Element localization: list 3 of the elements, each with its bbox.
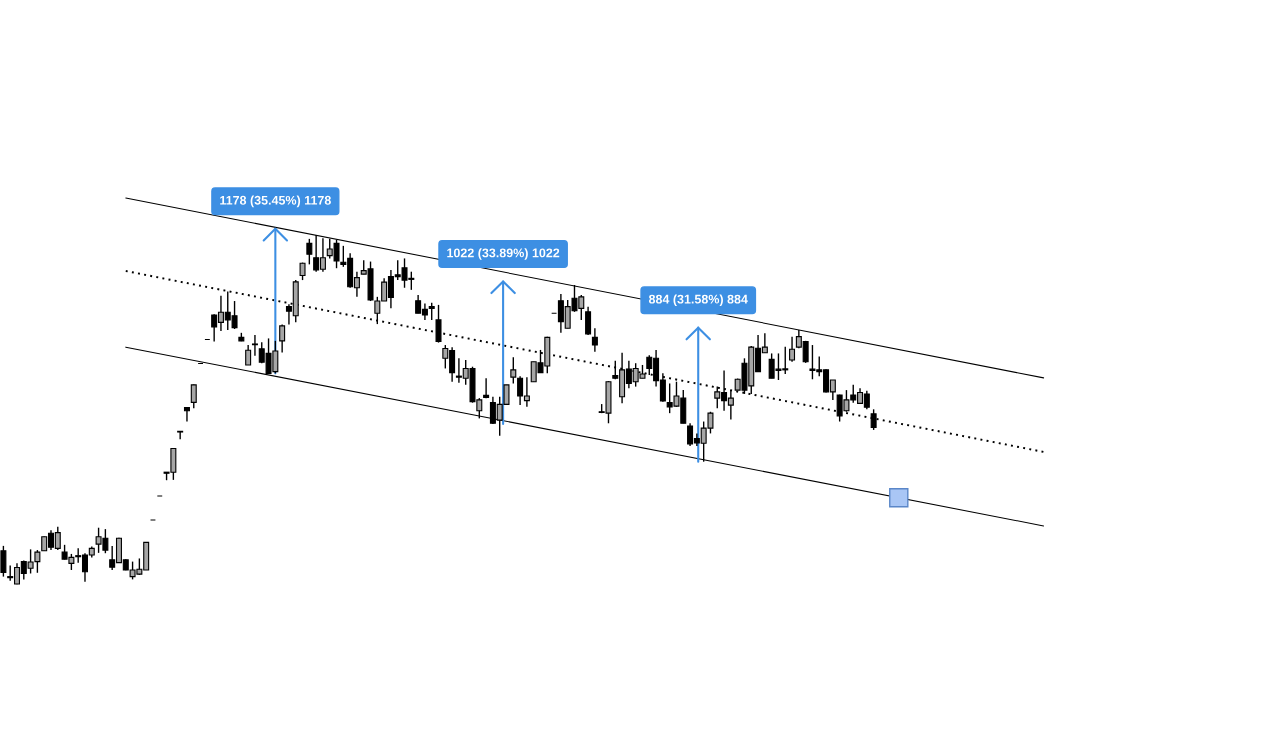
- annotation: 884 (31.58%) 884: [648, 294, 748, 307]
- annotation: 1022 (33.89%) 1022: [447, 248, 560, 260]
- text: 1178 (35.45%) 1178: [220, 195, 331, 208]
